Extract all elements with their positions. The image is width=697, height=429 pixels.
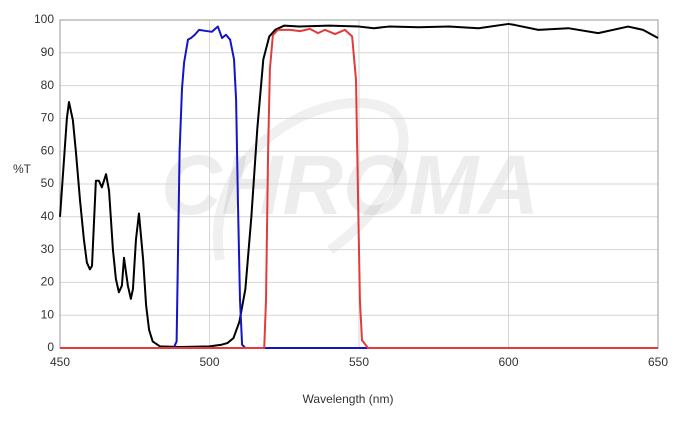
- y-tick-label: 0: [47, 340, 54, 354]
- x-tick-label: 600: [498, 355, 518, 369]
- y-tick-label: 10: [41, 307, 55, 321]
- y-tick-label: 60: [41, 143, 55, 157]
- watermark: CHROMA: [161, 138, 539, 232]
- y-tick-label: 90: [41, 45, 55, 59]
- y-tick-label: 80: [41, 78, 55, 92]
- y-axis-label: %T: [13, 162, 32, 176]
- watermark-swoosh: [213, 98, 409, 261]
- y-tick-label: 100: [34, 12, 54, 26]
- y-tick-label: 40: [41, 209, 55, 223]
- x-tick-label: 650: [648, 355, 668, 369]
- series-line: [60, 27, 658, 349]
- y-tick-label: 70: [41, 111, 55, 125]
- y-tick-label: 50: [41, 176, 55, 190]
- swoosh: [213, 98, 409, 261]
- y-tick-label: 30: [41, 242, 55, 256]
- x-tick-label: 500: [199, 355, 219, 369]
- series-line: [59, 22, 659, 349]
- y-tick-label: 20: [41, 275, 55, 289]
- series-line: [60, 25, 658, 349]
- x-tick-label: 450: [50, 355, 70, 369]
- x-axis-label: Wavelength (nm): [303, 392, 394, 406]
- x-tick-label: 550: [349, 355, 369, 369]
